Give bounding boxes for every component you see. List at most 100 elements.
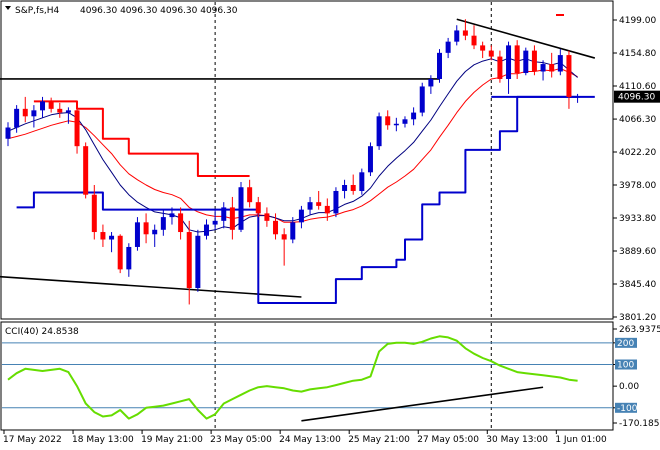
trendline-1 [0,275,302,298]
candle-body [5,127,11,139]
candle-body [48,101,54,109]
candle-body [74,110,80,147]
candle-body [212,220,218,225]
x-tick-label: 23 May 05:00 [210,435,272,445]
stop-red-line [33,100,250,177]
x-tick-label: 27 May 05:00 [417,435,479,445]
candles [5,19,581,305]
candle-body [143,222,149,235]
price-ytick-label: 3978.00 [619,181,656,191]
candle-body [445,41,451,53]
candle-body [471,35,477,46]
chevron-down-icon[interactable] [5,6,11,10]
chart-title-symbol: S&P,fs,H4 [15,6,60,16]
price-panel-frame [0,0,614,320]
price-ytick-label: 4066.30 [619,115,656,125]
candle-body [264,213,270,221]
candle-body [316,202,322,206]
candle-body [514,45,520,74]
candle-body [160,217,166,230]
cci-panel-frame [0,321,614,431]
candle-body [91,194,97,233]
cci-levels [2,323,613,429]
price-ytick-label: 3933.80 [619,214,656,224]
price-ytick-label: 3889.60 [619,247,656,257]
price-ytick-label: 4199.00 [619,16,656,26]
x-tick-label: 30 May 13:00 [486,435,548,445]
x-tick-label: 18 May 13:00 [72,435,134,445]
candle-body [186,232,192,289]
price-ytick-label: 4022.20 [619,148,656,158]
candle-body [281,234,287,240]
price-ytick-label: 4110.60 [619,82,656,92]
candle-body [255,202,261,214]
candle-body [247,187,253,203]
candle-body [428,78,434,87]
cci-line [7,335,578,420]
cci-label: CCI(40) 24.8538 [5,327,79,337]
candle-body [203,224,209,236]
cci-ytick-label: -170.1858 [619,419,660,429]
candle-body [152,229,158,235]
candle-body [109,235,115,240]
trendline-2 [456,18,596,59]
cci-panel: 263.9375 200 100 0.00 -100 -170.1858 CCI(40) … [0,321,660,431]
current-price-label: 4096.30 [618,93,655,103]
candle-body [462,30,468,36]
cci-series [7,335,578,422]
candle-body [134,222,140,247]
x-tick-label: 17 May 2022 [3,435,62,445]
cci-y-axis: 263.9375 200 100 0.00 -100 -170.1858 [613,325,660,429]
candle-body [506,45,512,79]
candle-body [298,209,304,223]
candle-body [402,119,408,124]
candle-body [367,146,373,173]
cci-ytick-label: 100 [617,360,634,370]
price-ytick-label: 3801.20 [619,313,656,323]
price-trendlines [0,18,596,298]
price-ytick-label: 3845.40 [619,280,656,290]
chart-title-ohlc: 4096.30 4096.30 4096.30 4096.30 [80,6,238,16]
cci-level-box [615,402,637,413]
candle-body [437,52,442,79]
cci-ytick-label: 263.9375 [619,325,660,335]
candle-body [480,45,486,51]
candle-body [273,220,279,235]
x-tick-label: 25 May 21:00 [348,435,410,445]
candle-body [488,50,494,57]
candle-body [385,116,391,126]
candle-body [566,55,572,97]
candle-body [393,123,399,126]
x-tick-label: 1 Jun 01:00 [555,435,607,445]
candle-body [523,50,529,74]
candle-body [169,213,175,218]
candle-body [229,207,235,230]
price-y-axis: 4199.00 4154.80 4110.60 4066.30 4022.20 3978.… [613,16,660,323]
candle-body [411,112,417,120]
candle-body [376,116,382,147]
x-tick-label: 19 May 21:00 [141,435,203,445]
candle-body [307,202,313,210]
candle-body [195,235,201,289]
candle-body [22,108,28,117]
x-axis: 17 May 2022 18 May 13:00 19 May 21:00 23 Ma… [3,430,607,445]
candle-body [575,96,581,98]
cci-ytick-label: 0.00 [619,382,639,392]
x-tick-label: 24 May 13:00 [279,435,341,445]
candle-body [557,55,563,72]
candle-body [540,64,546,72]
candle-body [549,64,555,72]
cci-level-box [615,359,637,370]
candle-body [497,56,503,79]
candle-body [40,101,46,111]
candle-body [419,86,425,113]
candle-body [14,108,20,128]
price-panel: 4199.00 4154.80 4110.60 4066.30 4022.20 3978.… [0,0,660,323]
candle-body [531,50,537,72]
candle-body [57,108,63,113]
candle-body [342,185,348,191]
price-ytick-label: 4154.80 [619,49,656,59]
cci-ytick-label: -100 [617,404,638,414]
candle-body [100,232,106,240]
